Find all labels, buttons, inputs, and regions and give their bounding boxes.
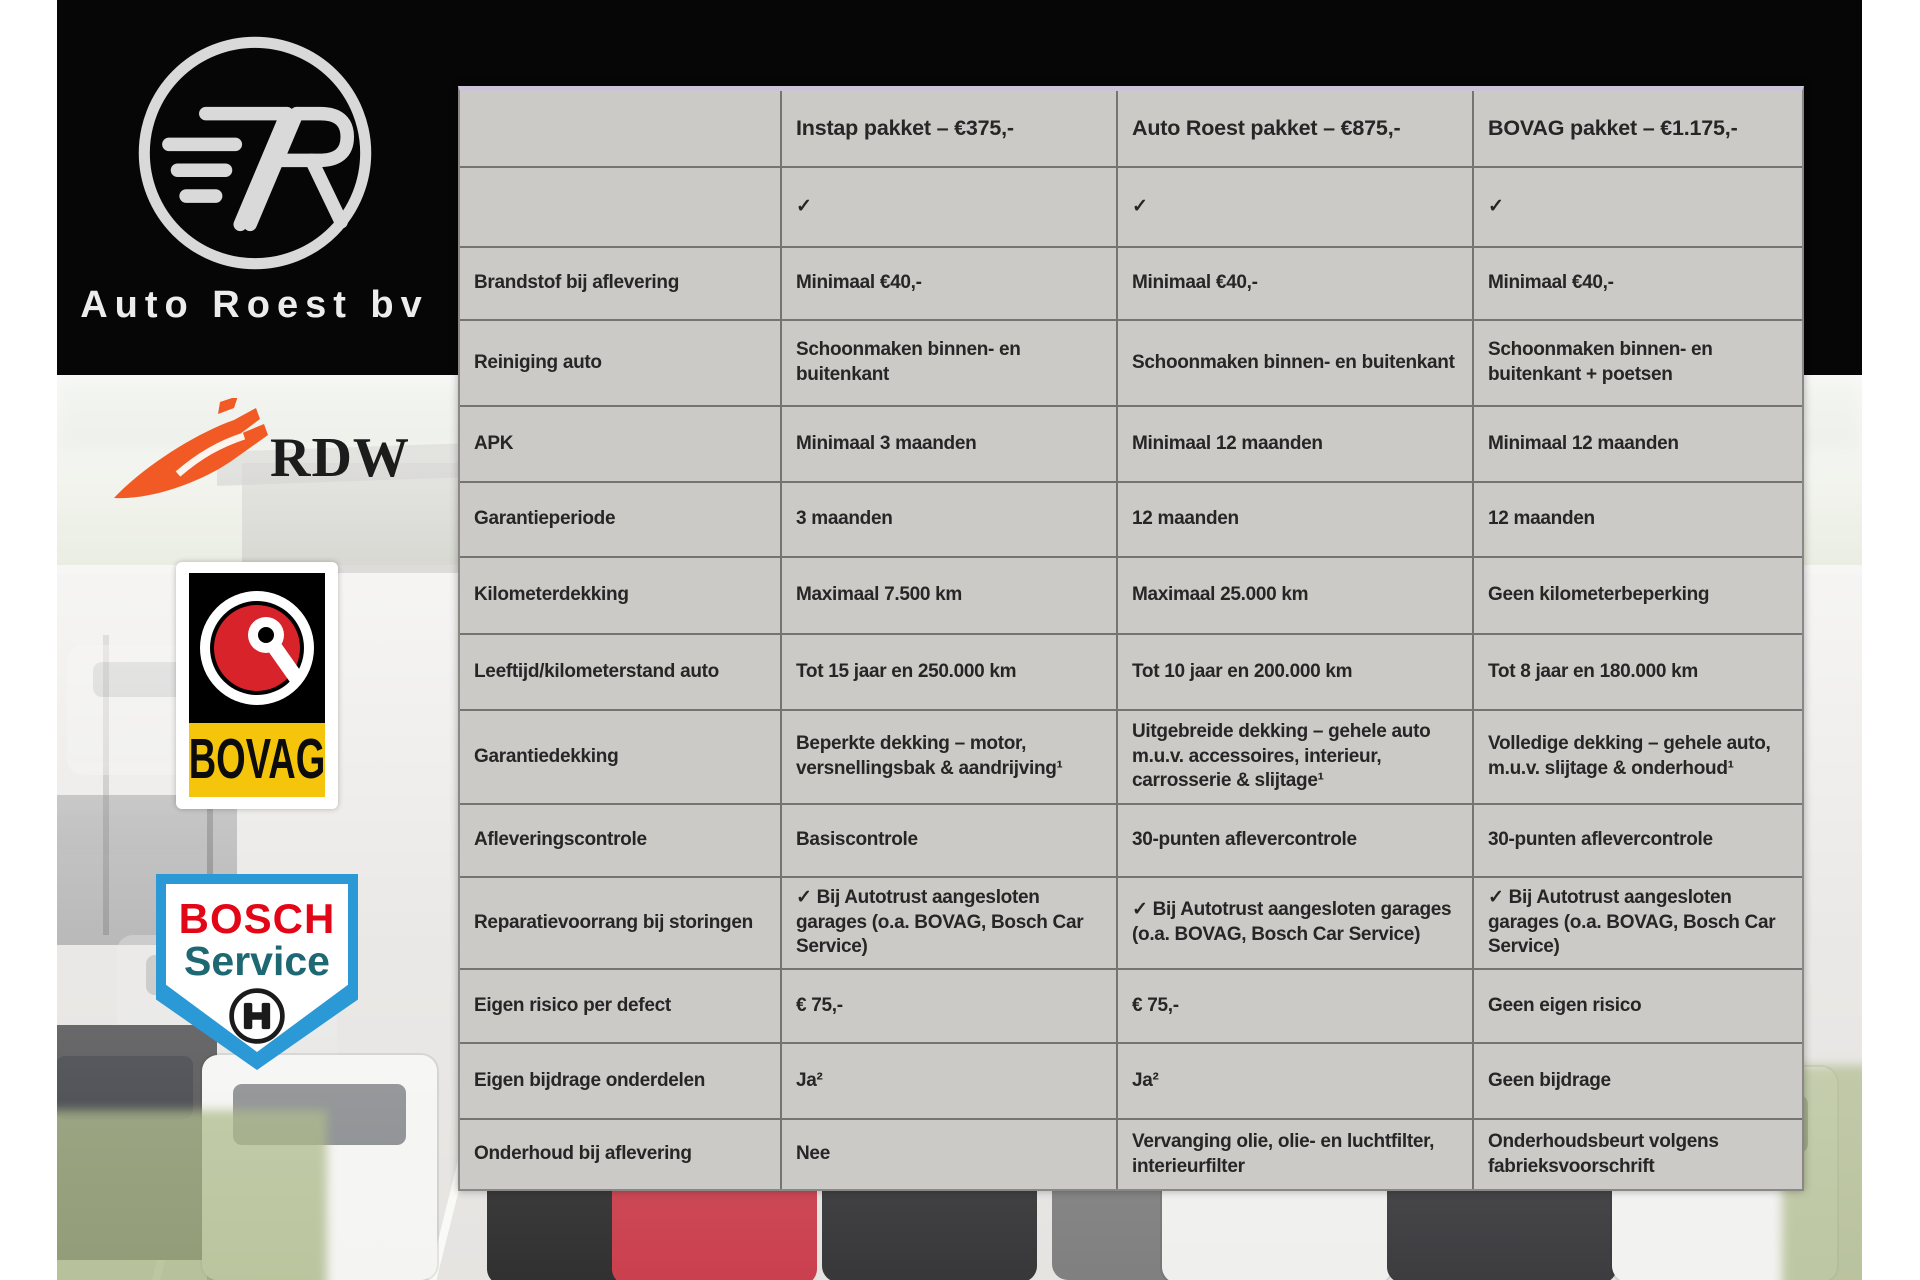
bovag-logo: BOVAG: [176, 562, 338, 809]
table-cell: Nee: [780, 1118, 1116, 1189]
row-label: APK: [460, 405, 780, 481]
table-cell: Tot 10 jaar en 200.000 km: [1116, 633, 1472, 709]
auto-roest-monogram-icon: [138, 36, 371, 270]
row-label: Eigen bijdrage onderdelen: [460, 1042, 780, 1118]
table-cell: Schoonmaken binnen- en buitenkant: [780, 319, 1116, 405]
table-cell: Geen bijdrage: [1472, 1042, 1802, 1118]
table-cell: Minimaal €40,-: [780, 246, 1116, 319]
row-label: Reparatievoorrang bij storingen: [460, 876, 780, 968]
row-label: Garantiedekking: [460, 709, 780, 803]
table-cell: Beperkte dekking – motor, versnellingsba…: [780, 709, 1116, 803]
table-cell: Vervanging olie, olie- en luchtfilter, i…: [1116, 1118, 1472, 1189]
table-cell: Minimaal 12 maanden: [1116, 405, 1472, 481]
row-label: Brandstof bij aflevering: [460, 246, 780, 319]
table-corner-cell: [460, 91, 780, 166]
check-cell: ✓: [1116, 166, 1472, 246]
table-cell: 30-punten aflevercontrole: [1116, 803, 1472, 876]
table-cell: Uitgebreide dekking – gehele auto m.u.v.…: [1116, 709, 1472, 803]
table-cell: Minimaal €40,-: [1116, 246, 1472, 319]
table-cell: Ja²: [1116, 1042, 1472, 1118]
table-cell: ✓ Bij Autotrust aangesloten garages (o.a…: [780, 876, 1116, 968]
table-cell: Ja²: [780, 1042, 1116, 1118]
table-cell: Minimaal €40,-: [1472, 246, 1802, 319]
row-label: Onderhoud bij aflevering: [460, 1118, 780, 1189]
column-header-auto-roest: Auto Roest pakket – €875,-: [1116, 91, 1472, 166]
table-cell: 12 maanden: [1472, 481, 1802, 556]
rdw-logo: RDW: [108, 398, 410, 538]
table-cell: 12 maanden: [1116, 481, 1472, 556]
row-label: Reiniging auto: [460, 319, 780, 405]
check-cell: ✓: [780, 166, 1116, 246]
bosch-wordmark: BOSCH: [178, 895, 336, 942]
table-cell: Schoonmaken binnen- en buitenkant + poet…: [1472, 319, 1802, 405]
check-cell: ✓: [1472, 166, 1802, 246]
table-cell: 3 maanden: [780, 481, 1116, 556]
table-cell: Onderhoudsbeurt volgens fabrieksvoorschr…: [1472, 1118, 1802, 1189]
row-label: Kilometerdekking: [460, 556, 780, 633]
table-cell: Maximaal 7.500 km: [780, 556, 1116, 633]
package-comparison-table: Instap pakket – €375,- Auto Roest pakket…: [458, 86, 1804, 1191]
table-cell: Volledige dekking – gehele auto, m.u.v. …: [1472, 709, 1802, 803]
table-cell: 30-punten aflevercontrole: [1472, 803, 1802, 876]
company-name: Auto Roest bv: [80, 284, 429, 326]
table-cell: Minimaal 3 maanden: [780, 405, 1116, 481]
column-header-instap: Instap pakket – €375,-: [780, 91, 1116, 166]
bovag-yellow-band: BOVAG: [189, 723, 325, 797]
column-header-bovag: BOVAG pakket – €1.175,-: [1472, 91, 1802, 166]
bovag-wordmark: BOVAG: [188, 727, 326, 791]
table-cell: Basiscontrole: [780, 803, 1116, 876]
table-cell: € 75,-: [780, 968, 1116, 1042]
table-cell: ✓ Bij Autotrust aangesloten garages (o.a…: [1472, 876, 1802, 968]
table-cell: Geen kilometerbeperking: [1472, 556, 1802, 633]
table-cell: Tot 8 jaar en 180.000 km: [1472, 633, 1802, 709]
bosch-service-wordmark: Service: [184, 938, 330, 984]
bosch-anchor-icon: [229, 988, 285, 1044]
table-cell: Minimaal 12 maanden: [1472, 405, 1802, 481]
bosch-inner-panel: BOSCH Service: [166, 884, 348, 1052]
row-label: Leeftijd/kilometerstand auto: [460, 633, 780, 709]
rdw-wing-icon: [114, 398, 268, 499]
row-label: Eigen risico per defect: [460, 968, 780, 1042]
table-cell: Geen eigen risico: [1472, 968, 1802, 1042]
auto-roest-logo: Auto Roest bv: [57, 0, 452, 375]
rdw-wordmark: RDW: [270, 427, 410, 489]
table-cell: Maximaal 25.000 km: [1116, 556, 1472, 633]
table-cell: Tot 15 jaar en 250.000 km: [780, 633, 1116, 709]
table-cell: ✓ Bij Autotrust aangesloten garages (o.a…: [1116, 876, 1472, 968]
row-label: Garantieperiode: [460, 481, 780, 556]
bovag-emblem-icon: [189, 573, 325, 723]
table-cell: € 75,-: [1116, 968, 1472, 1042]
row-label: Afleveringscontrole: [460, 803, 780, 876]
table-cell: Schoonmaken binnen- en buitenkant: [1116, 319, 1472, 405]
row-label: [460, 166, 780, 246]
